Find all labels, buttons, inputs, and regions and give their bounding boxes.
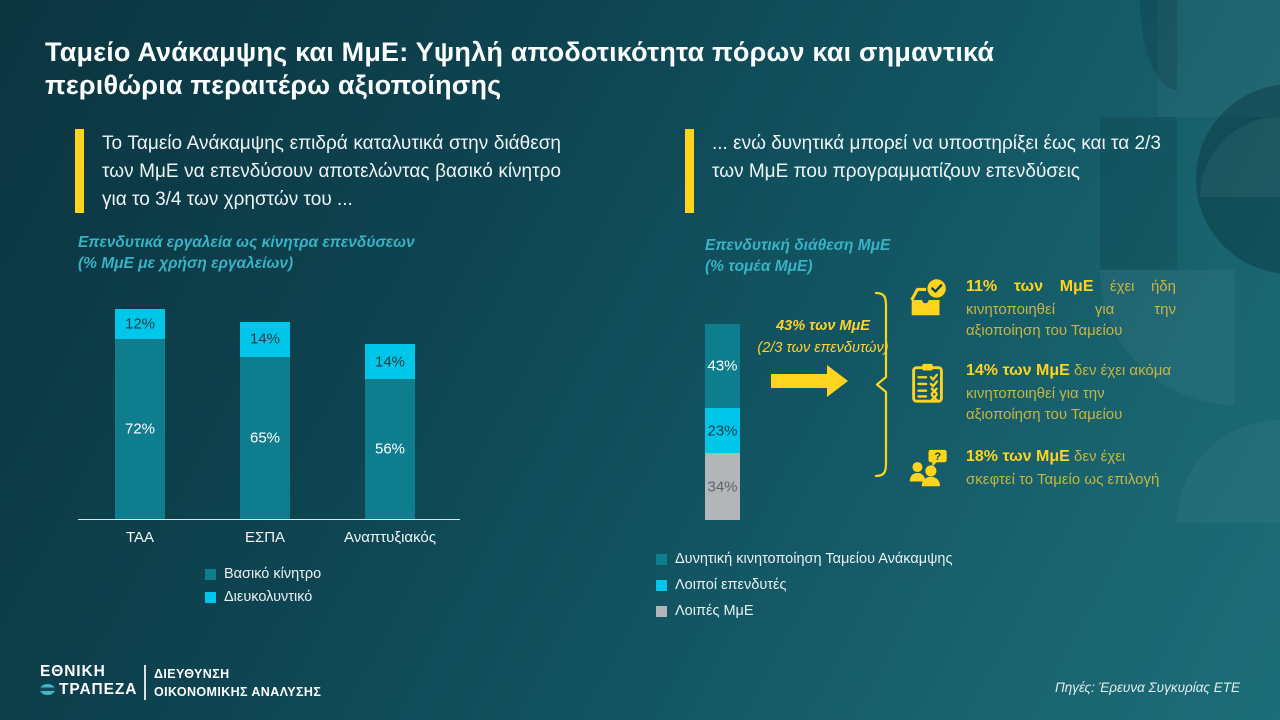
arrow-annotation: 43% των ΜμΕ (2/3 των επενδυτών) [742,316,904,360]
stack-value-label: 23% [707,422,738,439]
legend-item: Λοιποί επενδυτές [656,577,952,593]
legend-label: Λοιποί επενδυτές [675,577,787,593]
chart-investment-tools: 72% 12% ΤΑΑ 65% 14% ΕΣΠΑ 56% 14% Αναπτυξιακός [78,300,460,546]
category-label: ΤΑΑ [125,529,155,546]
legend-label: Βασικό κίνητρο [224,566,322,582]
bar-value-label: 14% [249,330,281,348]
legend-swatch [656,605,667,617]
legend-item: Δυνητική κινητοποίηση Ταμείου Ανάκαμψης [656,551,952,567]
chart-left-title: Επενδυτικά εργαλεία ως κίνητρα επενδύσεω… [78,233,415,275]
stack-value-label: 43% [707,357,738,375]
department-line2: ΟΙΚΟΝΟΜΙΚΗΣ ΑΝΑΛΥΣΗΣ [154,684,322,699]
decor-quarter-circle [1140,0,1177,90]
bar-value-label: 65% [249,429,281,447]
bar-value-label: 12% [124,315,156,333]
legend-label: Δυνητική κινητοποίηση Ταμείου Ανάκαμψης [675,551,953,567]
bar-value-label: 72% [124,420,156,438]
bank-logo-line2: ΤΡΑΠΕΖΑ [59,680,138,698]
legend-swatch [656,579,667,591]
note-bold: 18% των ΜμΕ [966,448,1070,465]
legend-right: Δυνητική κινητοποίηση Ταμείου Ανάκαμψης Λ… [656,551,952,629]
svg-text:?: ? [934,451,941,463]
footer-divider [144,665,146,700]
note-text: 11% των ΜμΕ έχει ήδη κινητοποιηθεί για τ… [966,278,1176,340]
legend-item: Διευκολυντικό [205,589,321,605]
stack-value-label: 34% [707,478,738,495]
note-text: 18% των ΜμΕ δεν έχει σκεφτεί το Ταμείο ω… [966,448,1160,488]
page-title: Ταμείο Ανάκαμψης και ΜμΕ: Υψηλή αποδοτικ… [45,37,995,101]
chart-right-subtitle: (% τομέα ΜμΕ) [705,257,813,275]
callout-left: Το Ταμείο Ανάκαμψης επιδρά καταλυτικά στ… [75,129,561,214]
stack-segment: 23% [705,408,740,453]
bar-segment: 65% [240,356,290,519]
legend-swatch [205,568,216,580]
callout-right: ... ενώ δυνητικά μπορεί να υποστηρίξει έ… [685,129,1190,213]
category-label: ΕΣΠΑ [244,529,286,546]
decor-circle [1196,84,1280,274]
inbox-check-icon [905,276,951,322]
chart-left-title-line: Επενδυτικά εργαλεία ως κίνητρα επενδύσεω… [78,234,415,251]
legend-swatch [205,591,216,603]
chart-right-title-line: Επενδυτική διάθεση ΜμΕ [705,237,891,254]
flow-arrow-icon [771,365,848,397]
bar-segment: 14% [240,321,290,357]
callout-left-text: Το Ταμείο Ανάκαμψης επιδρά καταλυτικά στ… [102,133,561,211]
chart-left-subtitle: (% ΜμΕ με χρήση εργαλείων) [78,254,294,272]
bar-segment: 56% [365,379,415,519]
people-question-icon: ? [905,446,951,492]
legend-label: Λοιπές ΜμΕ [675,603,754,619]
stack-segment: 43% [705,324,740,408]
clipboard-checklist-icon [905,360,951,406]
curly-bracket [874,291,888,478]
callout-right-text: ... ενώ δυνητικά μπορεί να υποστηρίξει έ… [712,133,1161,183]
arrow-annotation-line2: (2/3 των επενδυτών) [757,339,889,356]
note-item: 11% των ΜμΕ έχει ήδη κινητοποιηθεί για τ… [905,276,1176,341]
note-item: 14% των ΜμΕ δεν έχει ακόμα κινητοποιηθεί… [905,360,1176,425]
bar-segment: 14% [365,344,415,379]
accent-bar [75,129,84,213]
note-list: 11% των ΜμΕ έχει ήδη κινητοποιηθεί για τ… [905,276,1215,526]
decor-quarter-circle [1200,117,1280,197]
accent-bar [685,129,694,213]
stack-segment: 34% [705,453,740,520]
legend-item: Λοιπές ΜμΕ [656,603,952,619]
note-bold: 14% των ΜμΕ [966,362,1070,379]
bar-segment: 12% [115,309,165,339]
note-text: 14% των ΜμΕ δεν έχει ακόμα κινητοποιηθεί… [966,362,1172,424]
legend-swatch [656,553,667,565]
bar-value-label: 14% [374,353,406,370]
chart-investment-intent: 43% 23% 34% [705,324,740,520]
legend-label: Διευκολυντικό [224,589,313,605]
legend-item: Βασικό κίνητρο [205,566,321,582]
chart-right-title: Επενδυτική διάθεση ΜμΕ (% τομέα ΜμΕ) [705,236,890,278]
note-bold: 11% των ΜμΕ [966,278,1094,295]
source-note: Πηγές: Έρευνα Συγκυρίας ΕΤΕ [1054,680,1240,695]
decor-tile [1157,0,1280,117]
bank-logo: ΕΘΝΙΚΗ ΤΡΑΠΕΖΑ [40,663,137,699]
bar-value-label: 56% [374,440,406,458]
bar-segment: 72% [115,339,165,519]
bank-emblem-icon [40,684,55,696]
department-label: ΔΙΕΥΘΥΝΣΗ ΟΙΚΟΝΟΜΙΚΗΣ ΑΝΑΛΥΣΗΣ [154,666,321,701]
category-label: Αναπτυξιακός [344,529,436,546]
bank-logo-line1: ΕΘΝΙΚΗ [40,663,106,680]
department-line1: ΔΙΕΥΘΥΝΣΗ [154,667,230,681]
legend-left: Βασικό κίνητρο Διευκολυντικό [205,566,321,612]
arrow-annotation-line1: 43% των ΜμΕ [776,318,870,334]
note-item: ? 18% των ΜμΕ δεν έχει σκεφτεί το Ταμείο … [905,446,1176,492]
